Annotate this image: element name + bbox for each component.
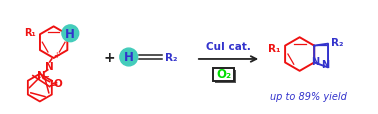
- Text: CuI cat.: CuI cat.: [206, 42, 251, 52]
- Text: up to 89% yield: up to 89% yield: [270, 91, 347, 101]
- Text: R₂: R₂: [331, 37, 344, 47]
- Circle shape: [62, 26, 79, 42]
- FancyBboxPatch shape: [215, 70, 236, 83]
- Text: O: O: [53, 78, 62, 88]
- Text: +: +: [53, 50, 60, 59]
- Text: H: H: [65, 28, 75, 40]
- Text: N: N: [311, 57, 319, 67]
- Text: +: +: [103, 51, 115, 64]
- Text: O₂: O₂: [216, 68, 231, 81]
- Text: R₂: R₂: [165, 53, 178, 62]
- Text: H: H: [124, 51, 134, 64]
- Text: N: N: [45, 61, 54, 71]
- Text: N: N: [37, 70, 46, 80]
- Text: N: N: [321, 60, 329, 70]
- Text: R₁: R₁: [24, 28, 36, 38]
- Circle shape: [120, 49, 138, 66]
- FancyBboxPatch shape: [213, 68, 234, 81]
- Text: –: –: [44, 70, 50, 80]
- Text: R₁: R₁: [268, 44, 281, 54]
